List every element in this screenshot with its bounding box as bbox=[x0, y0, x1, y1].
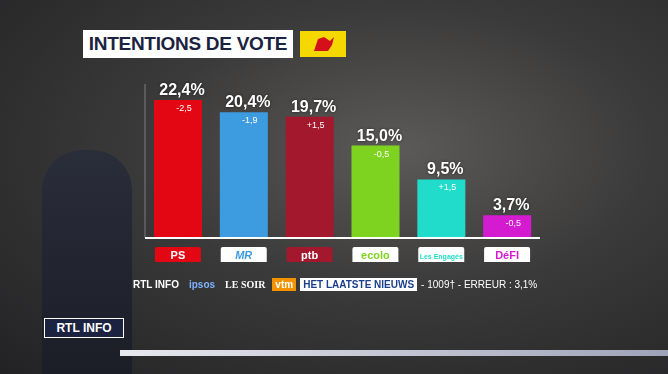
svg-text:20,4%: 20,4% bbox=[225, 93, 270, 110]
svg-text:ecolo: ecolo bbox=[361, 249, 390, 261]
svg-text:-0,5: -0,5 bbox=[505, 218, 521, 228]
html-text:INTENTIONS DE VOTE: INTENTIONS DE VOTE bbox=[88, 33, 288, 54]
html-text:vtm: vtm bbox=[275, 279, 294, 290]
svg-text:+1,5: +1,5 bbox=[307, 120, 325, 130]
svg-text:15,0%: 15,0% bbox=[357, 127, 402, 144]
html-text:RTL INFO: RTL INFO bbox=[133, 279, 179, 290]
svg-text:+1,5: +1,5 bbox=[438, 182, 456, 192]
svg-text:PS: PS bbox=[171, 249, 186, 261]
svg-text:ptb: ptb bbox=[301, 249, 318, 261]
svg-text:9,5%: 9,5% bbox=[427, 160, 463, 177]
html-text:RTL INFO: RTL INFO bbox=[56, 321, 112, 335]
svg-text:3,7%: 3,7% bbox=[493, 196, 529, 213]
svg-text:-2,5: -2,5 bbox=[176, 103, 192, 113]
svg-text:Les Engagés: Les Engagés bbox=[420, 253, 463, 261]
svg-text:22,4%: 22,4% bbox=[159, 81, 204, 98]
html-text:LE SOIR: LE SOIR bbox=[225, 279, 266, 290]
svg-text:-1,9: -1,9 bbox=[242, 115, 258, 125]
html-text:HET LAATSTE NIEUWS: HET LAATSTE NIEUWS bbox=[303, 279, 415, 290]
html-text:ipsos: ipsos bbox=[188, 279, 216, 290]
svg-text:DéFI: DéFI bbox=[495, 249, 519, 261]
svg-text:MR: MR bbox=[235, 249, 252, 261]
svg-text:-0,5: -0,5 bbox=[374, 149, 390, 159]
svg-text:19,7%: 19,7% bbox=[291, 98, 336, 115]
html-text:- 1009† - ERREUR : 3,1%: - 1009† - ERREUR : 3,1% bbox=[421, 279, 538, 290]
